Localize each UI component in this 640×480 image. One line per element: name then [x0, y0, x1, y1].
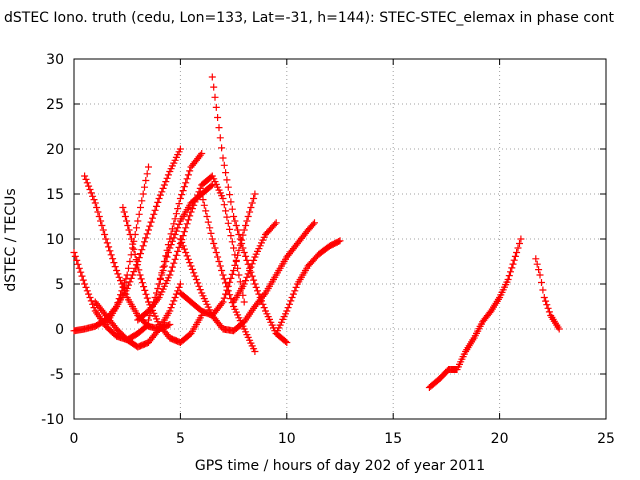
series-2: [70, 145, 184, 335]
series-8: [155, 181, 216, 288]
y-tick-label: -5: [50, 367, 64, 383]
series-17-markers: [532, 255, 563, 333]
y-tick-label: 20: [46, 142, 64, 158]
x-tick-label: 25: [597, 431, 615, 447]
x-tick-label: 15: [384, 431, 402, 447]
y-axis-label: dSTEC / TECUs: [3, 188, 19, 291]
series-16-markers: [425, 235, 525, 391]
series-6-markers: [119, 204, 206, 346]
series-13-markers: [176, 190, 259, 319]
series-5-markers: [102, 163, 152, 328]
series-12-markers: [176, 219, 318, 335]
y-tick-label: 5: [55, 277, 64, 293]
data-marks: [70, 73, 563, 391]
series-2-markers: [70, 145, 184, 335]
y-tick-label: 25: [46, 97, 64, 113]
series-10: [208, 73, 291, 346]
x-axis-label: GPS time / hours of day 202 of year 2011: [195, 458, 485, 474]
y-tick-label: 0: [55, 322, 64, 338]
axis-ticks: 0 5 10 15 20 25 -10 -5 0 5 10 15 20 25 30: [41, 52, 615, 447]
x-tick-label: 0: [70, 431, 79, 447]
series-5: [102, 163, 152, 328]
y-tick-label: 10: [46, 232, 64, 248]
series-15-markers: [272, 237, 344, 337]
series-9-markers: [134, 172, 248, 324]
series-17: [532, 255, 563, 333]
y-tick-label: -10: [41, 412, 64, 428]
x-tick-label: 10: [278, 431, 296, 447]
series-10-markers: [208, 73, 291, 346]
series-15: [272, 237, 344, 337]
x-tick-label: 20: [491, 431, 509, 447]
y-tick-label: 30: [46, 52, 64, 68]
series-13: [176, 190, 259, 319]
series-14-markers: [230, 219, 280, 306]
series-6: [119, 204, 206, 346]
series-16: [425, 235, 525, 391]
chart-title: dSTEC Iono. truth (cedu, Lon=133, Lat=-3…: [4, 10, 614, 26]
y-tick-label: 15: [46, 187, 64, 203]
series-14: [230, 219, 280, 306]
series-8-markers: [155, 181, 216, 288]
series-9: [134, 172, 248, 324]
series-12: [176, 219, 318, 335]
x-tick-label: 5: [176, 431, 185, 447]
